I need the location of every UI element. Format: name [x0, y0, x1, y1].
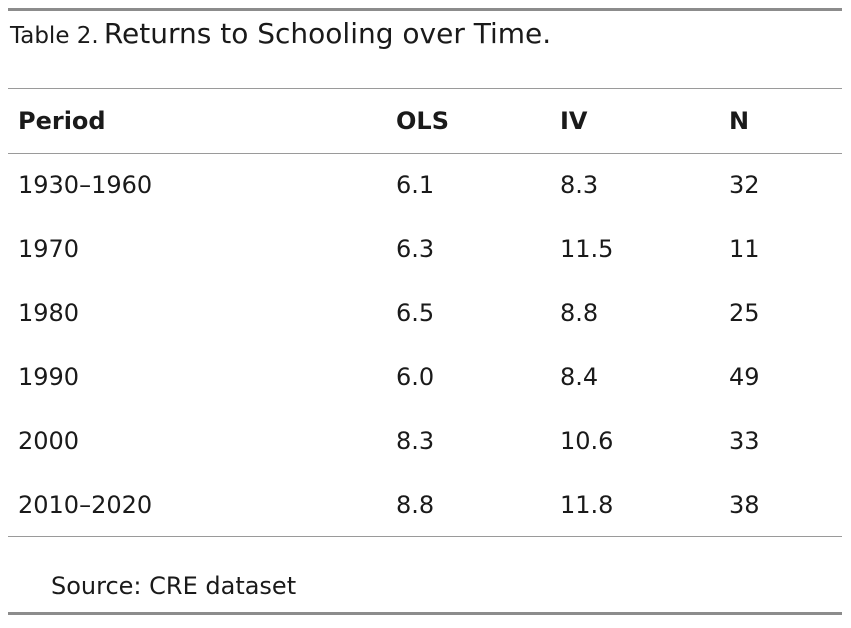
column-header-ols: OLS [396, 107, 449, 135]
cell-period: 2010–2020 [18, 491, 153, 519]
column-header-iv: IV [560, 107, 588, 135]
table-caption-label: Table 2. [10, 23, 99, 49]
cell-period: 2000 [18, 427, 80, 455]
cell-period: 1990 [18, 363, 80, 391]
cell-iv: 8.3 [560, 171, 599, 199]
cell-n: 32 [729, 171, 760, 199]
cell-iv: 10.6 [560, 427, 614, 455]
cell-ols: 6.0 [396, 363, 435, 391]
cell-n: 49 [729, 363, 760, 391]
cell-n: 11 [729, 235, 760, 263]
source-note: Source: CRE dataset [51, 572, 297, 600]
cell-ols: 8.8 [396, 491, 435, 519]
cell-n: 25 [729, 299, 760, 327]
cell-period: 1980 [18, 299, 80, 327]
cell-n: 38 [729, 491, 760, 519]
header-top-rule [8, 88, 842, 89]
cell-ols: 8.3 [396, 427, 435, 455]
table-row: 2010–2020 8.8 11.8 38 [8, 473, 842, 537]
column-header-n: N [729, 107, 750, 135]
table-row: 1990 6.0 8.4 49 [8, 345, 842, 409]
cell-iv: 11.8 [560, 491, 614, 519]
results-table: Period OLS IV N 1930–1960 6.1 8.3 32 197… [8, 89, 842, 537]
cell-ols: 6.5 [396, 299, 435, 327]
table-row: 2000 8.3 10.6 33 [8, 409, 842, 473]
table-header-row: Period OLS IV N [8, 89, 842, 153]
cell-ols: 6.3 [396, 235, 435, 263]
table-row: 1970 6.3 11.5 11 [8, 217, 842, 281]
cell-iv: 11.5 [560, 235, 614, 263]
table-bottom-rule [8, 536, 842, 537]
cell-n: 33 [729, 427, 760, 455]
table-row: 1980 6.5 8.8 25 [8, 281, 842, 345]
table-row: 1930–1960 6.1 8.3 32 [8, 153, 842, 217]
cell-iv: 8.8 [560, 299, 599, 327]
table-caption-title: Returns to Schooling over Time. [103, 17, 552, 50]
cell-period: 1930–1960 [18, 171, 153, 199]
top-rule [8, 8, 842, 11]
table-caption: Table 2. Returns to Schooling over Time. [10, 14, 551, 54]
cell-ols: 6.1 [396, 171, 435, 199]
bottom-rule [8, 612, 842, 615]
header-bottom-rule [8, 153, 842, 154]
cell-iv: 8.4 [560, 363, 599, 391]
cell-period: 1970 [18, 235, 80, 263]
column-header-period: Period [18, 107, 106, 135]
